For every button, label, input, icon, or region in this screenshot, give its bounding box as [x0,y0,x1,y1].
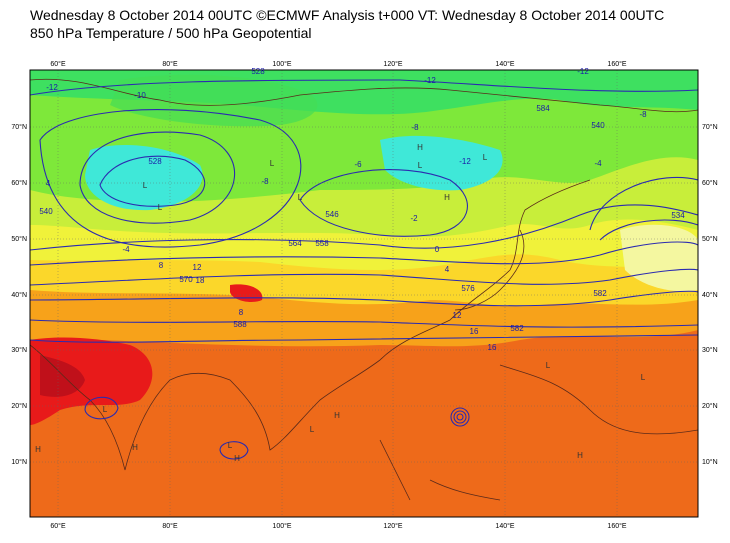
pressure-center: H [234,454,240,463]
lat-label-right: 60°N [702,179,718,187]
contour-label: 18 [196,276,205,285]
contour-label: 546 [325,210,339,219]
lat-label-right: 70°N [702,123,718,131]
pressure-center: H [417,143,423,152]
contour-label: 558 [315,239,329,248]
lat-label-left: 30°N [11,346,27,354]
lat-label-right: 30°N [702,346,718,354]
contour-label: 540 [591,121,605,130]
pressure-center: H [444,193,450,202]
lat-label-right: 20°N [702,402,718,410]
contour-label: -2 [410,214,418,223]
lat-label-right: 50°N [702,235,718,243]
graticule [30,70,698,517]
contour-label: -12 [424,76,436,85]
lon-label-bottom: 60°E [50,522,66,530]
lon-label-top: 80°E [162,60,178,68]
contour-label: 564 [288,239,302,248]
contour-label: -6 [354,160,362,169]
contour-label: 528 [251,67,265,76]
contour-label: 4 [46,179,51,188]
contour-label: 588 [233,320,247,329]
lon-label-top: 60°E [50,60,66,68]
lat-label-right: 10°N [702,458,718,466]
contour-label: -4 [594,159,602,168]
pressure-center: L [418,161,423,170]
contour-label: 8 [239,308,244,317]
contour-label: -4 [122,245,130,254]
lon-label-top: 140°E [495,60,514,68]
pressure-center: L [546,361,551,370]
contour-label: 576 [461,284,475,293]
lon-label-bottom: 80°E [162,522,178,530]
pressure-center: H [334,411,340,420]
contour-label: 534 [671,211,685,220]
pressure-center: L [103,405,108,414]
contour-label: 584 [536,104,550,113]
contour-label: 528 [148,157,162,166]
lon-label-bottom: 160°E [607,522,626,530]
pressure-center: H [577,451,583,460]
contour-label: -12 [46,83,58,92]
contour-label: 540 [39,207,53,216]
lon-label-bottom: 140°E [495,522,514,530]
contour-label: 12 [453,311,462,320]
pressure-center: L [641,373,646,382]
pressure-center: L [298,193,303,202]
lon-label-top: 100°E [272,60,291,68]
pressure-center: L [270,159,275,168]
lat-label-right: 40°N [702,291,718,299]
pressure-center: L [483,153,488,162]
contour-label: 16 [470,327,479,336]
lon-label-top: 120°E [383,60,402,68]
lat-label-left: 20°N [11,402,27,410]
contour-label: -8 [411,123,419,132]
coastlines [30,78,698,501]
pressure-center: L [143,181,148,190]
contour-label: -12 [459,157,471,166]
lon-label-bottom: 120°E [383,522,402,530]
contour-label: 582 [510,324,524,333]
contour-label: -8 [639,110,647,119]
lon-label-top: 160°E [607,60,626,68]
map-field [30,70,698,517]
lon-label-bottom: 100°E [272,522,291,530]
contour-label: -8 [261,177,269,186]
lat-label-left: 40°N [11,291,27,299]
pressure-center: H [132,443,138,452]
pressure-center: L [310,425,315,434]
contour-label: 570 [179,275,193,284]
lat-label-left: 60°N [11,179,27,187]
contour-label: 582 [593,289,607,298]
contours [30,79,698,460]
contour-label: 4 [445,265,450,274]
contour-label: -12 [577,67,589,76]
map-frame [29,69,699,518]
contour-label: -10 [134,91,146,100]
subtitle: 850 hPa Temperature / 500 hPa Geopotenti… [30,25,312,41]
lat-label-left: 10°N [11,458,27,466]
lat-label-left: 50°N [11,235,27,243]
pressure-center: H [35,445,41,454]
title: Wednesday 8 October 2014 00UTC ©ECMWF An… [30,7,664,23]
lat-label-left: 70°N [11,123,27,131]
contour-label: 12 [193,263,202,272]
labels: 60°E 60°E 80°E 80°E 100°E 100°E 120°E 120°E 140°… [11,60,717,530]
contour-label: 8 [159,261,164,270]
contour-label: 16 [488,343,497,352]
pressure-center: L [228,441,233,450]
contour-label: 0 [435,245,440,254]
pressure-center: L [158,203,163,212]
